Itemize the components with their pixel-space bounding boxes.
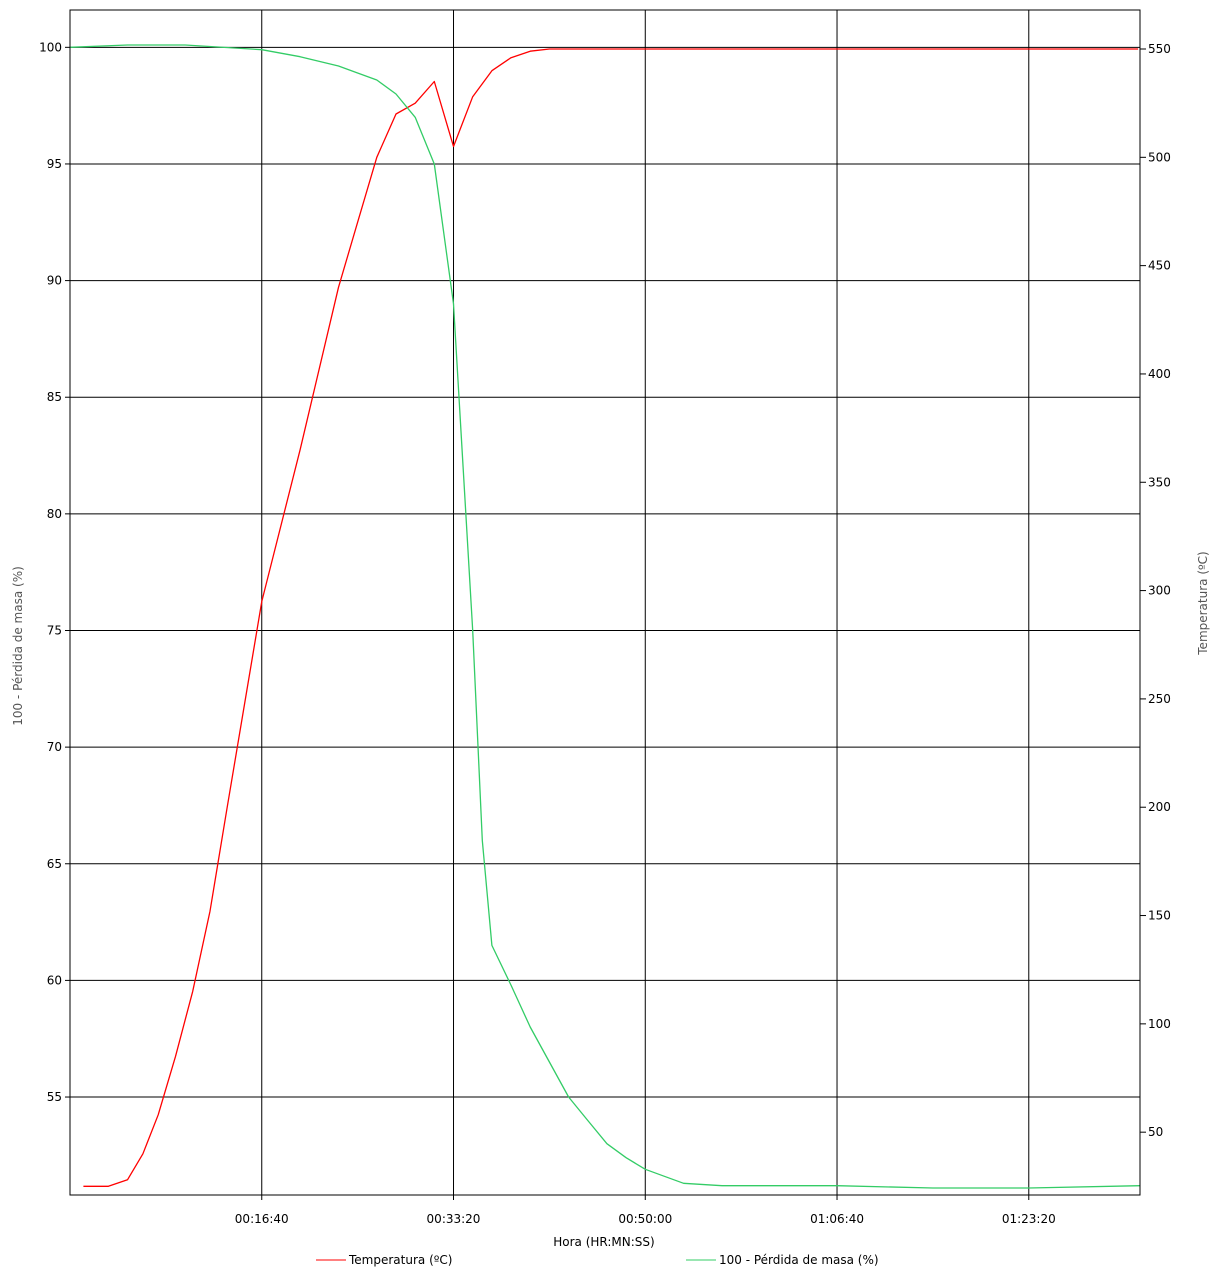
y-left-tick-label-90: 90 (47, 274, 62, 288)
x-tick-label-0: 00:16:40 (235, 1212, 289, 1226)
y-axis-left-title: 100 - Pérdida de masa (%) (11, 566, 25, 726)
x-axis-title: Hora (HR:MN:SS) (553, 1235, 654, 1249)
y-right-tick-label-250: 250 (1148, 692, 1171, 706)
y-left-tick-label-80: 80 (47, 507, 62, 521)
series-line-masa (69, 44, 1141, 1189)
legend-label-temperatura: Temperatura (ºC) (348, 1253, 452, 1267)
y-left-tick-label-70: 70 (47, 740, 62, 754)
series-line-temperatura (83, 48, 1139, 1187)
x-tick-label-4: 01:23:20 (1002, 1212, 1056, 1226)
y-right-tick-label-150: 150 (1148, 909, 1171, 923)
series-layer (69, 44, 1141, 1189)
y-left-tick-label-65: 65 (47, 857, 62, 871)
y-left-tick-label-60: 60 (47, 973, 62, 987)
y-left-tick-label-75: 75 (47, 623, 62, 637)
y-right-tick-label-550: 550 (1148, 42, 1171, 56)
y-right-tick-label-100: 100 (1148, 1017, 1171, 1031)
plot-frame (69, 9, 1141, 1196)
y-right-tick-label-200: 200 (1148, 800, 1171, 814)
y-right-tick-label-50: 50 (1148, 1125, 1163, 1139)
y-right-tick-label-350: 350 (1148, 475, 1171, 489)
y-right-tick-label-500: 500 (1148, 150, 1171, 164)
grid (70, 10, 1140, 1195)
x-tick-label-2: 00:50:00 (618, 1212, 672, 1226)
y-axis-right-title: Temperatura (ºC) (1196, 551, 1210, 655)
y-right-tick-label-300: 300 (1148, 584, 1171, 598)
y-right-tick-label-400: 400 (1148, 367, 1171, 381)
x-tick-label-1: 00:33:20 (427, 1212, 481, 1226)
y-right-tick-label-450: 450 (1148, 259, 1171, 273)
ticks: 55 60 65 70 75 80 85 90 95 100 00:16:40 00:33:20 00:… (39, 40, 1171, 1226)
x-tick-label-3: 01:06:40 (810, 1212, 864, 1226)
legend-label-masa: 100 - Pérdida de masa (%) (719, 1253, 879, 1267)
legend: Temperatura (ºC) 100 - Pérdida de masa (… (316, 1253, 879, 1267)
y-left-tick-label-100: 100 (39, 40, 62, 54)
y-left-tick-label-55: 55 (47, 1090, 62, 1104)
y-left-tick-label-85: 85 (47, 390, 62, 404)
y-left-tick-label-95: 95 (47, 157, 62, 171)
